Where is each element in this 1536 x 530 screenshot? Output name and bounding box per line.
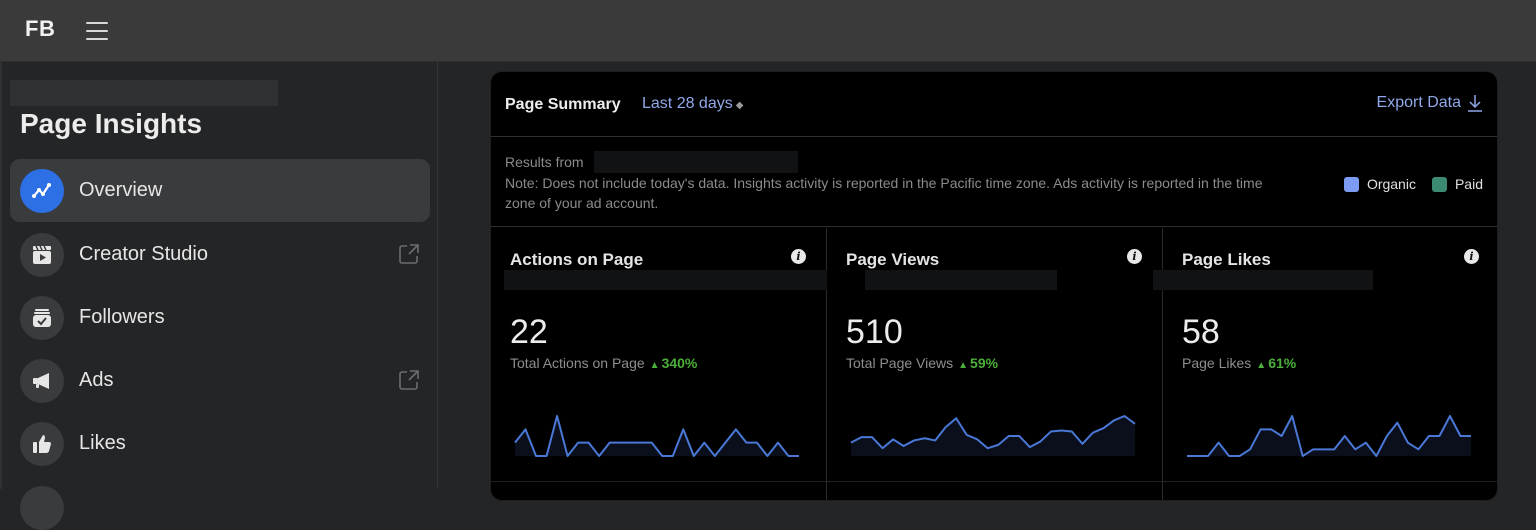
metric-change: 59% [958,355,998,371]
date-range-label: Last 28 days [642,95,733,112]
sidebar-item-overview[interactable]: Overview [10,159,430,222]
top-bar: FB [0,0,1536,62]
hamburger-icon[interactable] [86,22,108,42]
external-link-icon[interactable] [398,243,420,265]
card-header: Page Summary Last 28 days ◆ Export Data [491,72,1497,137]
metric-sub-label: Page Likes [1182,355,1252,371]
redacted-date-range [594,151,798,173]
metric-value: 58 [1182,313,1220,351]
sidebar-next-item-icon [20,486,64,530]
sidebar-item-label: Ads [79,369,114,391]
sidebar-item-label: Followers [79,306,165,328]
redacted-text [504,270,827,290]
info-icon[interactable]: i [1127,249,1142,264]
metric-page-views[interactable]: Page Views i 510 Total Page Views59% [827,228,1163,500]
sidebar-item-label: Overview [79,179,163,201]
redacted-text [865,270,1057,290]
metric-value: 22 [510,313,548,351]
date-range-select[interactable]: Last 28 days ◆ [642,95,743,113]
card-title: Page Summary [505,96,621,113]
main-content: Page Summary Last 28 days ◆ Export Data R… [439,62,1536,501]
legend-label: Paid [1454,176,1483,192]
metric-page-likes[interactable]: Page Likes i 58 Page Likes61% [1153,228,1497,500]
legend: Organic Paid [1328,176,1483,192]
sidebar-title: Page Insights [20,108,203,139]
sparkline-chart [514,415,799,457]
sidebar-item-creator-studio[interactable]: Creator Studio [10,223,430,286]
legend-organic: Organic [1343,176,1416,192]
export-data-button[interactable]: Export Data [1377,93,1483,113]
sidebar-item-ads[interactable]: Ads [10,349,430,412]
logo[interactable]: FB [25,16,56,41]
download-icon [1468,95,1482,112]
note-area: Results from Note: Does not include toda… [491,138,1497,227]
clapperboard-icon [20,232,64,277]
divider [1163,481,1497,482]
metric-value: 510 [846,313,903,351]
sidebar: Page Insights Overview Creator Studio Fo… [0,62,438,530]
info-icon[interactable]: i [1464,249,1479,264]
metric-title: Actions on Page [510,250,644,269]
sidebar-item-label: Likes [79,432,126,454]
page-summary-card: Page Summary Last 28 days ◆ Export Data R… [490,71,1498,501]
metric-subtitle: Total Actions on Page 340% [510,355,697,371]
divider [491,481,826,482]
sidebar-item-followers[interactable]: Followers [10,286,430,349]
trend-line-icon [20,168,64,213]
sparkline-chart [1187,415,1471,457]
sparkline-chart [850,415,1136,456]
metric-subtitle: Total Page Views59% [846,355,998,371]
metric-change: 61% [1256,355,1296,371]
metric-subtitle: Page Likes61% [1182,355,1296,371]
export-label: Export Data [1376,94,1461,111]
metric-title: Page Views [846,250,940,269]
note-text: Note: Does not include today's data. Ins… [505,175,1263,211]
info-icon[interactable]: i [791,249,806,264]
redacted-page-name [10,80,278,106]
legend-paid: Paid [1431,176,1483,192]
sort-arrows-icon: ◆ [735,100,744,111]
metric-sub-label: Total Page Views [846,355,954,371]
organic-swatch [1343,176,1359,192]
thumbs-up-icon [20,421,64,466]
metric-title: Page Likes [1182,250,1271,269]
metric-change: 340% [650,355,698,371]
legend-label: Organic [1366,176,1416,192]
metric-sub-label: Total Actions on Page [510,355,645,371]
external-link-icon[interactable] [398,369,420,391]
sidebar-item-likes[interactable]: Likes [10,412,430,475]
results-from-label: Results from [505,154,584,170]
redacted-text [1153,270,1373,290]
sidebar-item-label: Creator Studio [79,243,208,265]
megaphone-icon [20,358,64,403]
divider [827,481,1162,482]
metric-actions-on-page[interactable]: Actions on Page i 22 Total Actions on Pa… [491,228,827,500]
check-box-icon [20,295,64,340]
paid-swatch [1431,176,1447,192]
